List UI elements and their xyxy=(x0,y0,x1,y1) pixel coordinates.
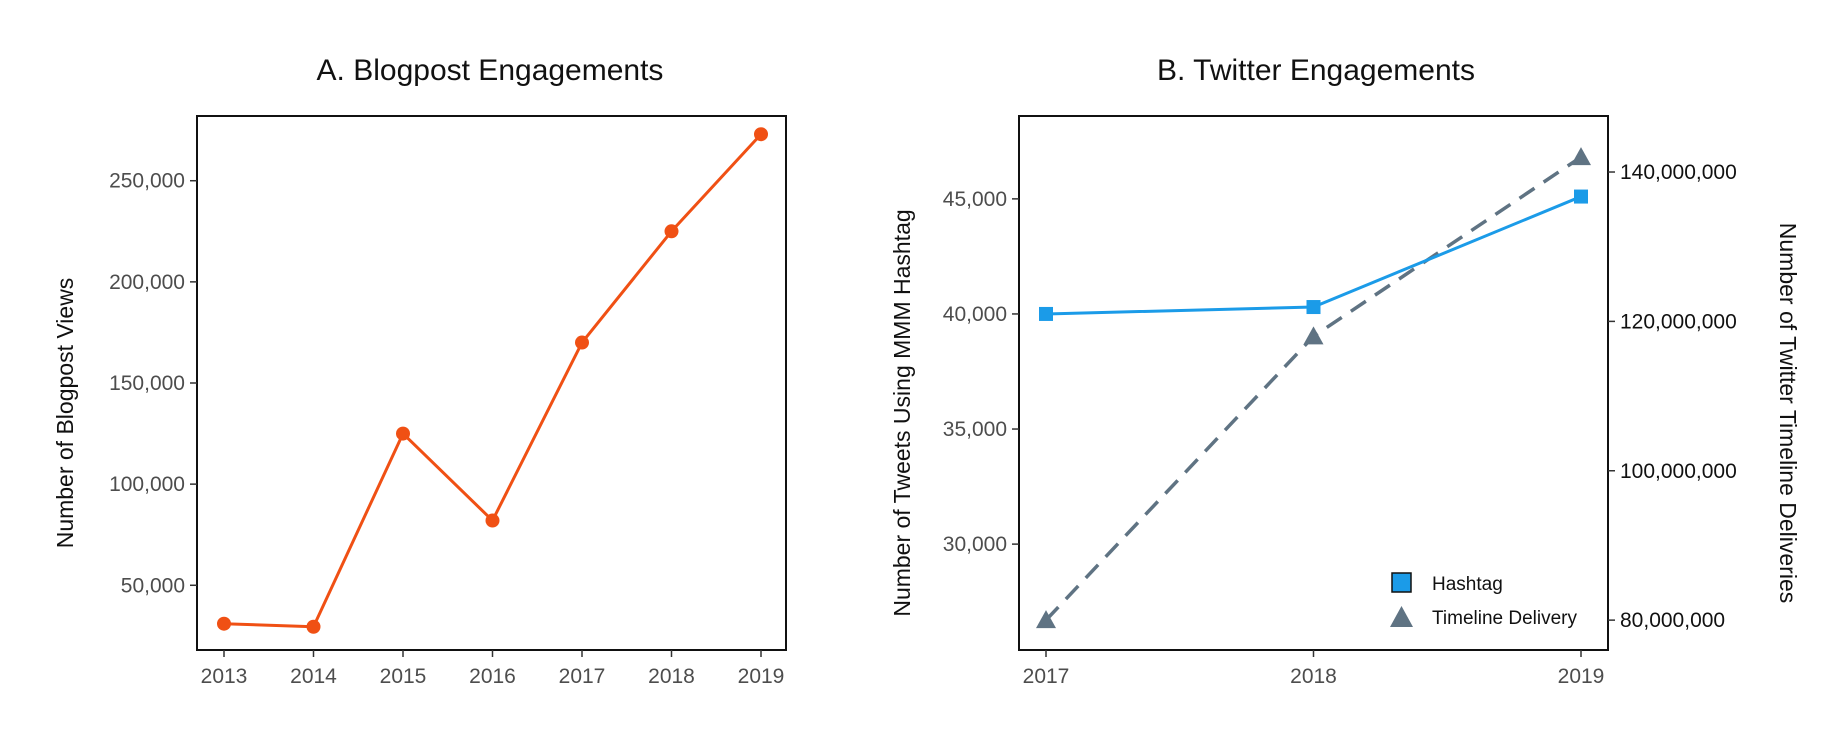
panel-a-x-tick-label: 2013 xyxy=(201,665,248,688)
panel-a-series-points xyxy=(217,127,768,634)
panel-b-x-tick-label: 2018 xyxy=(1290,665,1337,688)
panel-b-right-y-ticks: 80,000,000 100,000,000 120,000,000 140,000,… xyxy=(1608,161,1737,632)
panel-b-series-lines xyxy=(1044,155,1582,622)
panel-b-legend: Hashtag Timeline Delivery xyxy=(1390,572,1577,629)
panel-b-right-tick-label: 100,000,000 xyxy=(1620,460,1737,483)
panel-a-blogpost-chart: A. Blogpost Engagements Number of Blogpo… xyxy=(52,54,787,688)
panel-b-hashtag-point xyxy=(1306,300,1321,315)
panel-b-left-tick-label: 30,000 xyxy=(943,533,1007,556)
panel-a-views-point xyxy=(306,619,321,634)
legend-timeline-triangle-icon xyxy=(1390,606,1413,627)
panel-a-y-tick-label: 250,000 xyxy=(109,170,185,193)
panel-a-x-tick-label: 2017 xyxy=(559,665,606,688)
panel-b-twitter-chart: B. Twitter Engagements Number of Tweets … xyxy=(889,54,1801,688)
panel-b-hashtag-point xyxy=(1039,306,1053,321)
panel-b-timeline-delivery-point xyxy=(1303,326,1324,345)
panel-b-hashtag-line xyxy=(1045,195,1582,316)
panel-b-left-tick-label: 45,000 xyxy=(943,188,1007,211)
panel-b-left-tick-label: 40,000 xyxy=(943,303,1007,326)
panel-b-timeline-delivery-line xyxy=(1044,155,1582,622)
panel-b-left-axis-title: Number of Tweets Using MMM Hashtag xyxy=(889,209,915,616)
panel-b-right-axis-title: Number of Twitter Timeline Deliveries xyxy=(1775,223,1801,603)
panel-a-x-ticks: 2013 2014 2015 2016 2017 2018 2019 xyxy=(201,650,785,688)
panel-a-y-ticks: 50,000 100,000 150,000 200,000 250,000 xyxy=(109,170,197,597)
panel-b-x-ticks: 2017 2018 2019 xyxy=(1023,650,1605,688)
panel-a-views-point xyxy=(396,426,410,441)
panel-a-views-point xyxy=(217,616,231,631)
panel-b-left-tick-label: 35,000 xyxy=(943,418,1007,441)
panel-a-views-point xyxy=(754,127,768,142)
panel-b-right-tick-label: 140,000,000 xyxy=(1620,161,1737,184)
panel-a-x-tick-label: 2015 xyxy=(380,665,427,688)
panel-b-x-tick-label: 2019 xyxy=(1558,665,1605,688)
panel-a-series-lines xyxy=(223,133,763,629)
panel-a-y-tick-label: 150,000 xyxy=(109,372,185,395)
panel-a-views-point xyxy=(575,335,589,350)
panel-a-x-tick-label: 2018 xyxy=(648,665,695,688)
panel-b-timeline-delivery-point xyxy=(1571,147,1591,166)
panel-b-timeline-delivery-point xyxy=(1036,610,1056,629)
panel-b-series-points xyxy=(1036,147,1591,629)
panel-b-x-tick-label: 2017 xyxy=(1023,665,1070,688)
panel-a-views-point xyxy=(485,513,500,528)
panel-a-x-tick-label: 2014 xyxy=(290,665,337,688)
panel-a-x-tick-label: 2016 xyxy=(469,665,516,688)
panel-a-plot-frame xyxy=(196,115,787,651)
legend-label-timeline-delivery: Timeline Delivery xyxy=(1432,608,1577,629)
panel-a-y-tick-label: 100,000 xyxy=(109,473,185,496)
panel-a-views-line xyxy=(223,133,763,629)
panel-a-views-point xyxy=(664,224,679,239)
panel-a-y-tick-label: 200,000 xyxy=(109,271,185,294)
panel-a-x-tick-label: 2019 xyxy=(738,665,785,688)
panel-a-title: A. Blogpost Engagements xyxy=(317,54,664,87)
panel-b-hashtag-point xyxy=(1574,189,1588,204)
legend-label-hashtag: Hashtag xyxy=(1432,574,1503,595)
panel-a-y-axis-title: Number of Blogpost Views xyxy=(52,278,78,549)
panel-a-y-tick-label: 50,000 xyxy=(121,574,185,597)
panel-b-title: B. Twitter Engagements xyxy=(1157,54,1475,87)
panel-b-right-tick-label: 80,000,000 xyxy=(1620,609,1725,632)
legend-hashtag-square-icon xyxy=(1391,572,1412,593)
panel-b-left-y-ticks: 30,000 35,000 40,000 45,000 xyxy=(943,188,1019,556)
panel-b-right-tick-label: 120,000,000 xyxy=(1620,310,1737,333)
